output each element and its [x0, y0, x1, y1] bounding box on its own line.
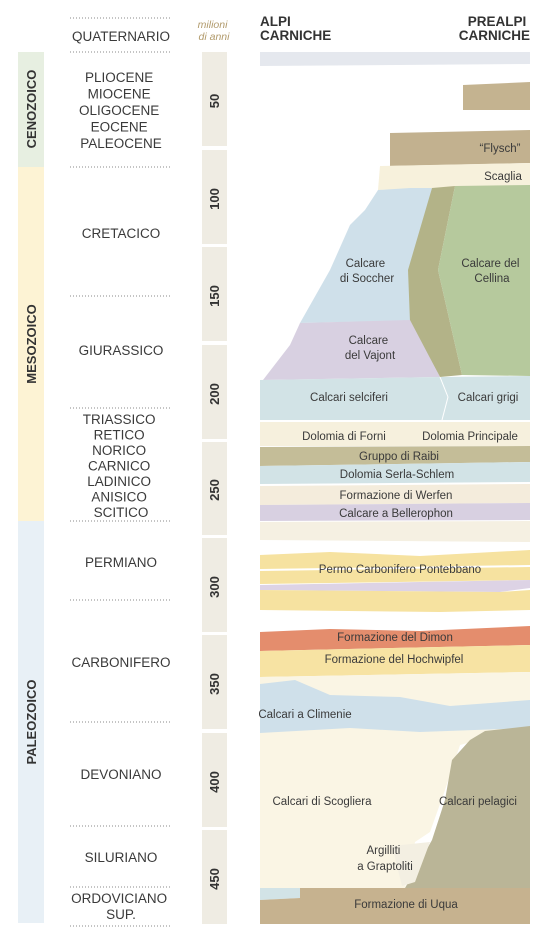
period-giurassico: GIURASSICO: [79, 343, 164, 358]
label-calcare-di-soccher: Calcare di Soccher: [340, 258, 395, 285]
header-alpi-carniche: ALPI CARNICHE: [260, 14, 331, 43]
label-dolomia-serla-schlem: Dolomia Serla-Schlem: [340, 469, 454, 481]
time-segment: [202, 247, 227, 341]
label-gruppo-di-raibi: Gruppo di Raibi: [359, 451, 439, 463]
formation-labels: “Flysch” Scaglia Calcare di Soccher Calc…: [258, 143, 522, 911]
era-label-paleozoico: PALEOZOICO: [24, 680, 39, 765]
period-triassico: TRIASSICO RETICO NORICO CARNICO LADINICO…: [83, 412, 160, 520]
era-bar-paleozoico: [18, 521, 44, 923]
label-calcare-a-bellerophon: Calcare a Bellerophon: [339, 508, 453, 520]
formation-pale-band: [260, 521, 530, 542]
column-headers: ALPI CARNICHE PREALPI CARNICHE: [260, 14, 530, 43]
time-tick-100: 100: [207, 188, 222, 210]
formation-permo-carbonifero-d: [260, 590, 530, 612]
formation-scaglia: [378, 163, 530, 190]
time-segment: [202, 345, 227, 439]
time-tick-350: 350: [207, 673, 222, 695]
formation-hochwipfel: [260, 645, 530, 677]
label-calcari-grigi: Calcari grigi: [458, 392, 519, 404]
time-segment: [202, 538, 227, 632]
time-segment: [202, 635, 227, 729]
time-segment: [202, 733, 227, 827]
formation-flysch: [390, 130, 530, 166]
label-calcari-pelagici: Calcari pelagici: [439, 796, 517, 808]
calcari-divider: [439, 376, 449, 398]
period-ordoviciano: ORDOVICIANO SUP.: [71, 891, 171, 922]
period-cenozoic-epochs: PLIOCENE MIOCENE OLIGOCENE EOCENE PALEOC…: [79, 70, 163, 151]
label-formazione-di-werfen: Formazione di Werfen: [340, 490, 453, 502]
label-dolomia-principale: Dolomia Principale: [422, 431, 518, 443]
formation-calcari-a-climenie: [260, 680, 530, 733]
formation-permo-carbonifero-b: [260, 567, 530, 584]
time-unit-label: milioni di anni: [198, 19, 231, 43]
label-calcari-a-climenie: Calcari a Climenie: [258, 709, 351, 721]
time-tick-50: 50: [207, 94, 222, 108]
period-separators: [70, 17, 172, 927]
formation-transition-band: [408, 186, 462, 377]
formation-calcari-selciferi: [260, 377, 448, 420]
time-segment: [202, 52, 227, 146]
time-scale: milioni di anni 50 100 150 200 250 300 3…: [198, 19, 231, 924]
period-siluriano: SILURIANO: [85, 850, 158, 865]
period-quaternario: QUATERNARIO: [72, 29, 170, 44]
header-prealpi-carniche: PREALPI CARNICHE: [459, 14, 530, 43]
era-bar-mesozoico: [18, 167, 44, 521]
formation-calcare-del-vajont: [263, 320, 440, 380]
formation-ordovician-blue: [260, 888, 300, 900]
period-permiano: PERMIANO: [85, 555, 157, 570]
period-carbonifero: CARBONIFERO: [71, 655, 170, 670]
label-formazione-di-uqua: Formazione di Uqua: [354, 899, 458, 911]
time-segment: [202, 442, 227, 535]
label-permo-carbonifero-pontebbano: Permo Carbonifero Pontebbano: [319, 564, 481, 576]
paleogene-layer: [463, 82, 530, 110]
formation-gruppo-di-raibi: [260, 446, 530, 466]
label-formazione-del-dimon: Formazione del Dimon: [337, 632, 453, 644]
label-calcari-selciferi: Calcari selciferi: [310, 392, 388, 404]
formation-dimon: [260, 626, 530, 651]
time-tick-450: 450: [207, 868, 222, 890]
label-calcare-del-cellina: Calcare del Cellina: [461, 258, 522, 285]
formation-calcari-grigi: [440, 376, 530, 420]
stratigraphic-column: [260, 52, 530, 924]
time-tick-200: 200: [207, 383, 222, 405]
time-tick-300: 300: [207, 576, 222, 598]
formation-calcari-pelagici: [405, 726, 530, 888]
formation-bellerophon: [260, 503, 530, 521]
label-flysch: “Flysch”: [480, 143, 521, 155]
label-calcare-del-vajont: Calcare del Vajont: [345, 335, 396, 362]
formation-permo-carbonifero-a: [260, 550, 530, 569]
label-calcari-di-scogliera: Calcari di Scogliera: [272, 796, 372, 808]
time-segment: [202, 150, 227, 244]
formation-werfen: [260, 484, 530, 505]
formation-dolomia: [260, 422, 530, 446]
time-tick-400: 400: [207, 771, 222, 793]
era-label-mesozoico: MESOZOICO: [24, 304, 39, 383]
time-segment: [202, 830, 227, 924]
label-argilliti-a-graptoliti: Argilliti a Graptoliti: [357, 845, 413, 873]
formation-permo-carbonifero-c: [260, 580, 530, 592]
label-dolomia-di-forni: Dolomia di Forni: [302, 431, 386, 443]
formation-calcare-di-soccher: [300, 188, 432, 323]
quaternary-layer: [260, 52, 530, 66]
label-formazione-del-hochwipfel: Formazione del Hochwipfel: [325, 654, 464, 666]
period-devoniano: DEVONIANO: [80, 767, 161, 782]
label-scaglia: Scaglia: [484, 171, 522, 183]
time-tick-250: 250: [207, 479, 222, 501]
calcari-divider: [441, 396, 449, 421]
era-bar-cenozoico: [18, 52, 44, 167]
formation-dolomia-serla-schlem: [260, 462, 530, 484]
formation-argilliti-a-graptoliti: [392, 842, 430, 886]
formation-calcare-del-cellina: [438, 185, 530, 376]
time-tick-150: 150: [207, 285, 222, 307]
era-label-cenozoico: CENOZOICO: [24, 70, 39, 149]
period-cretacico: CRETACICO: [82, 226, 161, 241]
period-names: QUATERNARIO PLIOCENE MIOCENE OLIGOCENE E…: [71, 29, 171, 922]
formation-uqua: [260, 888, 530, 924]
era-bars: CENOZOICO MESOZOICO PALEOZOICO: [18, 52, 44, 923]
